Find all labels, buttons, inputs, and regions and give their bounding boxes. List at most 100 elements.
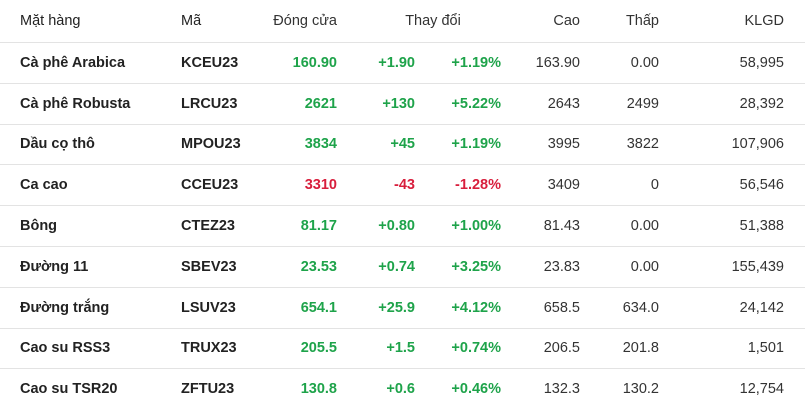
commodity-code: CCEU23 (181, 165, 264, 206)
trading-volume: 24,142 (659, 287, 784, 328)
price-change-percent: +0.46% (415, 369, 501, 409)
high-price: 132.3 (501, 369, 580, 409)
close-price: 130.8 (264, 369, 337, 409)
commodity-code: KCEU23 (181, 43, 264, 84)
low-price: 634.0 (580, 287, 659, 328)
header-low[interactable]: Thấp (580, 0, 659, 43)
low-price: 2499 (580, 83, 659, 124)
commodity-code: SBEV23 (181, 246, 264, 287)
high-price: 206.5 (501, 328, 580, 369)
price-change: +0.74 (337, 246, 415, 287)
row-spacer (784, 287, 805, 328)
trading-volume: 12,754 (659, 369, 784, 409)
high-price: 3409 (501, 165, 580, 206)
row-spacer (784, 43, 805, 84)
trading-volume: 56,546 (659, 165, 784, 206)
commodity-code: TRUX23 (181, 328, 264, 369)
header-code[interactable]: Mã (181, 0, 264, 43)
low-price: 0.00 (580, 246, 659, 287)
commodity-code: LSUV23 (181, 287, 264, 328)
high-price: 2643 (501, 83, 580, 124)
commodity-name: Đường trắng (0, 287, 181, 328)
price-change: +1.90 (337, 43, 415, 84)
high-price: 163.90 (501, 43, 580, 84)
low-price: 130.2 (580, 369, 659, 409)
trading-volume: 107,906 (659, 124, 784, 165)
commodity-name: Cà phê Robusta (0, 83, 181, 124)
price-change: +0.80 (337, 206, 415, 247)
price-change-percent: +1.19% (415, 43, 501, 84)
price-change-percent: +1.19% (415, 124, 501, 165)
commodity-name: Cao su TSR20 (0, 369, 181, 409)
close-price: 3834 (264, 124, 337, 165)
header-name[interactable]: Mặt hàng (0, 0, 181, 43)
header-volume[interactable]: KLGD (659, 0, 784, 43)
close-price: 160.90 (264, 43, 337, 84)
price-change-percent: -1.28% (415, 165, 501, 206)
commodity-code: LRCU23 (181, 83, 264, 124)
price-change: +1.5 (337, 328, 415, 369)
commodity-name: Bông (0, 206, 181, 247)
low-price: 3822 (580, 124, 659, 165)
table-header-row: Mặt hàng Mã Đóng cửa Thay đổi Cao Thấp K… (0, 0, 805, 43)
row-spacer (784, 369, 805, 409)
commodity-code: MPOU23 (181, 124, 264, 165)
trading-volume: 51,388 (659, 206, 784, 247)
trading-volume: 155,439 (659, 246, 784, 287)
commodity-name: Đường 11 (0, 246, 181, 287)
price-change-percent: +4.12% (415, 287, 501, 328)
header-change[interactable]: Thay đổi (337, 0, 501, 43)
price-change-percent: +3.25% (415, 246, 501, 287)
low-price: 201.8 (580, 328, 659, 369)
commodity-name: Dầu cọ thô (0, 124, 181, 165)
low-price: 0 (580, 165, 659, 206)
price-change-percent: +0.74% (415, 328, 501, 369)
low-price: 0.00 (580, 43, 659, 84)
trading-volume: 28,392 (659, 83, 784, 124)
trading-volume: 58,995 (659, 43, 784, 84)
close-price: 205.5 (264, 328, 337, 369)
row-spacer (784, 328, 805, 369)
high-price: 23.83 (501, 246, 580, 287)
close-price: 2621 (264, 83, 337, 124)
close-price: 23.53 (264, 246, 337, 287)
price-change: +25.9 (337, 287, 415, 328)
row-spacer (784, 246, 805, 287)
close-price: 81.17 (264, 206, 337, 247)
row-spacer (784, 165, 805, 206)
row-spacer (784, 124, 805, 165)
commodity-code: ZFTU23 (181, 369, 264, 409)
header-close[interactable]: Đóng cửa (264, 0, 337, 43)
price-change: -43 (337, 165, 415, 206)
high-price: 81.43 (501, 206, 580, 247)
commodity-name: Cà phê Arabica (0, 43, 181, 84)
close-price: 654.1 (264, 287, 337, 328)
high-price: 658.5 (501, 287, 580, 328)
row-spacer (784, 83, 805, 124)
price-change: +130 (337, 83, 415, 124)
price-change-percent: +5.22% (415, 83, 501, 124)
header-high[interactable]: Cao (501, 0, 580, 43)
price-change: +45 (337, 124, 415, 165)
close-price: 3310 (264, 165, 337, 206)
high-price: 3995 (501, 124, 580, 165)
header-spacer (784, 0, 805, 43)
commodity-code: CTEZ23 (181, 206, 264, 247)
trading-volume: 1,501 (659, 328, 784, 369)
commodity-name: Cao su RSS3 (0, 328, 181, 369)
price-change: +0.6 (337, 369, 415, 409)
low-price: 0.00 (580, 206, 659, 247)
commodity-name: Ca cao (0, 165, 181, 206)
price-change-percent: +1.00% (415, 206, 501, 247)
